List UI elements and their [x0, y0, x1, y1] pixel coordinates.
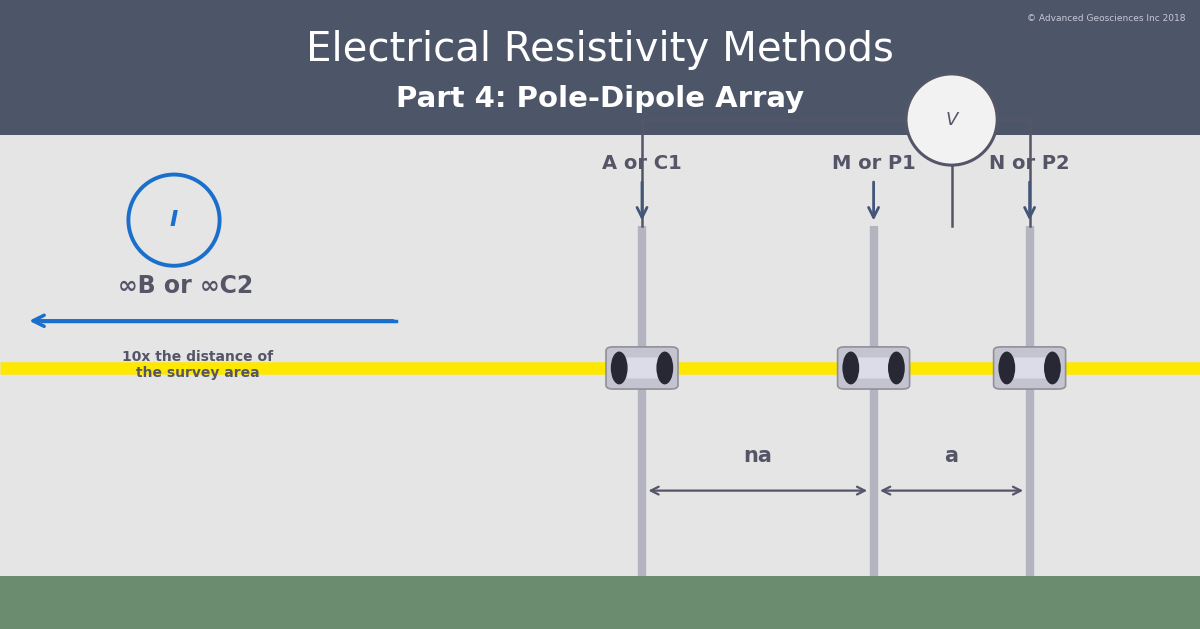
Text: ∞B or ∞C2: ∞B or ∞C2	[119, 274, 253, 298]
FancyBboxPatch shape	[618, 357, 666, 379]
FancyBboxPatch shape	[838, 347, 910, 389]
Text: Electrical Resistivity Methods: Electrical Resistivity Methods	[306, 30, 894, 70]
Text: Part 4: Pole-Dipole Array: Part 4: Pole-Dipole Array	[396, 85, 804, 113]
FancyBboxPatch shape	[850, 357, 898, 379]
Ellipse shape	[906, 74, 997, 165]
Text: I: I	[170, 210, 178, 230]
Ellipse shape	[656, 352, 673, 384]
Text: na: na	[743, 446, 773, 466]
Text: A or C1: A or C1	[602, 154, 682, 173]
Text: N or P2: N or P2	[989, 154, 1070, 173]
Bar	[0, 135, 1200, 629]
Ellipse shape	[998, 352, 1015, 384]
FancyBboxPatch shape	[994, 347, 1066, 389]
Ellipse shape	[842, 352, 859, 384]
Text: 10x the distance of
the survey area: 10x the distance of the survey area	[122, 350, 274, 380]
Text: a: a	[944, 446, 959, 466]
Bar	[0, 576, 1200, 629]
FancyBboxPatch shape	[606, 347, 678, 389]
Ellipse shape	[1044, 352, 1061, 384]
FancyBboxPatch shape	[1006, 357, 1054, 379]
Ellipse shape	[611, 352, 628, 384]
Text: © Advanced Geosciences Inc 2018: © Advanced Geosciences Inc 2018	[1027, 14, 1186, 23]
Bar	[0, 0, 1200, 135]
Text: M or P1: M or P1	[832, 154, 916, 173]
Text: V: V	[946, 111, 958, 128]
Ellipse shape	[888, 352, 905, 384]
